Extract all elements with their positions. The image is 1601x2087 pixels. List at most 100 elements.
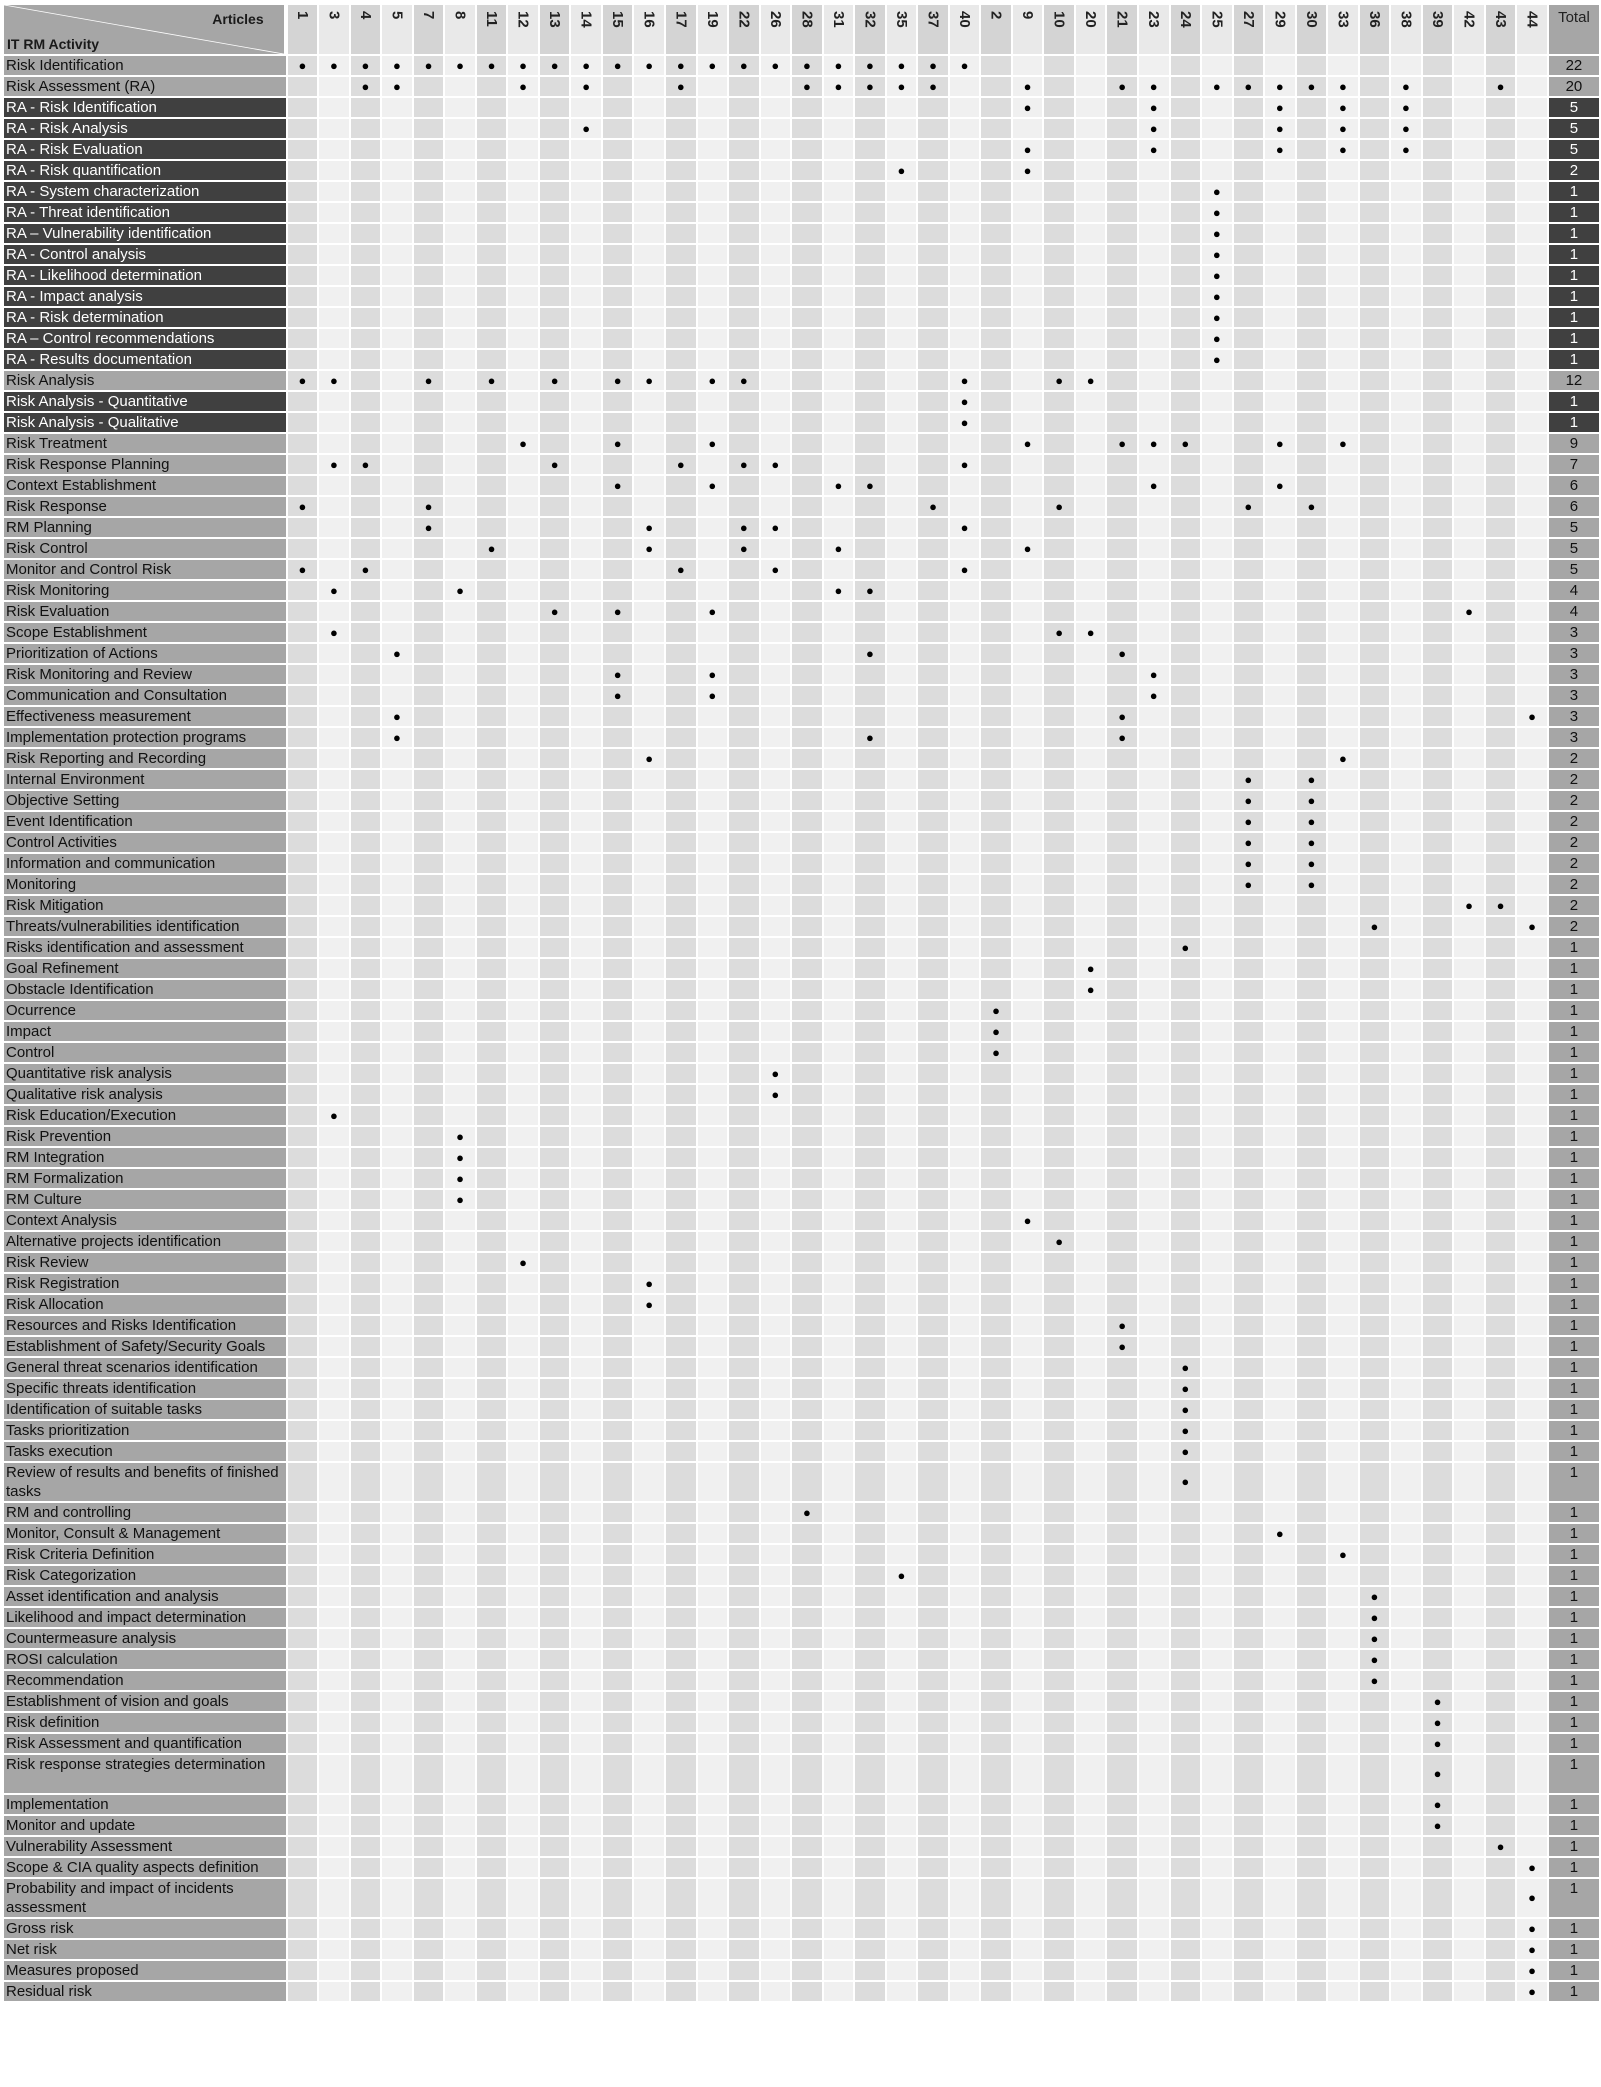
empty-cell [1422, 665, 1453, 684]
empty-cell [445, 308, 475, 327]
article-number: 30 [1302, 11, 1320, 28]
activity-label: Risks identification and assessment [4, 938, 286, 957]
empty-cell [1202, 392, 1232, 411]
empty-cell [1391, 182, 1421, 201]
empty-cell [792, 1337, 822, 1356]
empty-cell [476, 1608, 507, 1627]
empty-cell [445, 497, 475, 516]
empty-cell [1202, 1755, 1232, 1793]
empty-cell [1012, 1274, 1043, 1293]
empty-cell [1454, 770, 1484, 789]
empty-cell [729, 98, 759, 117]
empty-cell [1075, 245, 1106, 264]
empty-cell [1296, 1358, 1327, 1377]
empty-cell [1044, 791, 1074, 810]
empty-cell [981, 1358, 1011, 1377]
empty-cell [634, 119, 664, 138]
empty-cell [1075, 1274, 1106, 1293]
empty-cell [287, 1085, 318, 1104]
empty-cell [1454, 854, 1484, 873]
dot-cell: ● [1107, 1337, 1137, 1356]
empty-cell [1296, 938, 1327, 957]
activity-row: Scope & CIA quality aspects definition ● 1 [4, 1858, 1599, 1877]
empty-cell [1044, 1692, 1074, 1711]
empty-cell [476, 308, 507, 327]
dot-icon: ● [1528, 1941, 1537, 1957]
empty-cell [918, 833, 948, 852]
empty-cell [634, 1148, 664, 1167]
empty-cell [571, 182, 601, 201]
empty-cell [1107, 266, 1137, 285]
empty-cell [1485, 329, 1516, 348]
empty-cell [1454, 1982, 1484, 2001]
empty-cell [508, 560, 538, 579]
activity-label: Identification of suitable tasks [4, 1400, 286, 1419]
empty-cell [508, 602, 538, 621]
empty-cell [886, 770, 917, 789]
dot-icon: ● [550, 456, 559, 472]
empty-cell [319, 1650, 349, 1669]
empty-cell [571, 413, 601, 432]
empty-cell [949, 938, 980, 957]
empty-cell [1138, 1671, 1169, 1690]
activity-row: Quantitative risk analysis ● 1 [4, 1064, 1599, 1083]
empty-cell [1391, 1400, 1421, 1419]
empty-cell [382, 686, 412, 705]
article-column-header: 37 [918, 5, 948, 54]
empty-cell [1517, 350, 1547, 369]
row-total: 1 [1548, 1795, 1599, 1814]
dot-icon: ● [771, 561, 780, 577]
empty-cell [1454, 1713, 1484, 1732]
empty-cell [760, 1337, 791, 1356]
empty-cell [476, 1190, 507, 1209]
empty-cell [1202, 1295, 1232, 1314]
empty-cell [1202, 119, 1232, 138]
empty-cell [382, 1858, 412, 1877]
empty-cell [792, 854, 822, 873]
empty-cell [1517, 224, 1547, 243]
empty-cell [823, 1816, 854, 1835]
empty-cell [1485, 1106, 1516, 1125]
empty-cell [319, 1545, 349, 1564]
empty-cell [1107, 623, 1137, 642]
empty-cell [571, 329, 601, 348]
empty-cell [508, 1713, 538, 1732]
empty-cell [1391, 1755, 1421, 1793]
empty-cell [760, 707, 791, 726]
empty-cell [981, 203, 1011, 222]
empty-cell [855, 770, 885, 789]
empty-cell [949, 791, 980, 810]
empty-cell [1296, 896, 1327, 915]
empty-cell [445, 707, 475, 726]
empty-cell [319, 350, 349, 369]
dot-cell: ● [855, 581, 885, 600]
empty-cell [539, 1940, 570, 1959]
empty-cell [350, 413, 381, 432]
empty-cell [949, 1148, 980, 1167]
dot-cell: ● [1296, 875, 1327, 894]
activity-label: Vulnerability Assessment [4, 1837, 286, 1856]
empty-cell [1075, 770, 1106, 789]
empty-cell [508, 1545, 538, 1564]
empty-cell [1233, 686, 1264, 705]
empty-cell [729, 791, 759, 810]
empty-cell [1233, 1337, 1264, 1356]
activity-label: ROSI calculation [4, 1650, 286, 1669]
empty-cell [760, 1442, 791, 1461]
empty-cell [1107, 140, 1137, 159]
empty-cell [1296, 1295, 1327, 1314]
empty-cell [350, 245, 381, 264]
empty-cell [634, 350, 664, 369]
empty-cell [1233, 1545, 1264, 1564]
empty-cell [1359, 938, 1390, 957]
empty-cell [1107, 1587, 1137, 1606]
empty-cell [1044, 1503, 1074, 1522]
empty-cell [1296, 728, 1327, 747]
empty-cell [1012, 119, 1043, 138]
empty-cell [1233, 287, 1264, 306]
article-number: 36 [1365, 11, 1383, 28]
empty-cell [1296, 1755, 1327, 1793]
empty-cell [1075, 1692, 1106, 1711]
activity-row: RA – Vulnerability identification ● 1 [4, 224, 1599, 243]
empty-cell [287, 1337, 318, 1356]
